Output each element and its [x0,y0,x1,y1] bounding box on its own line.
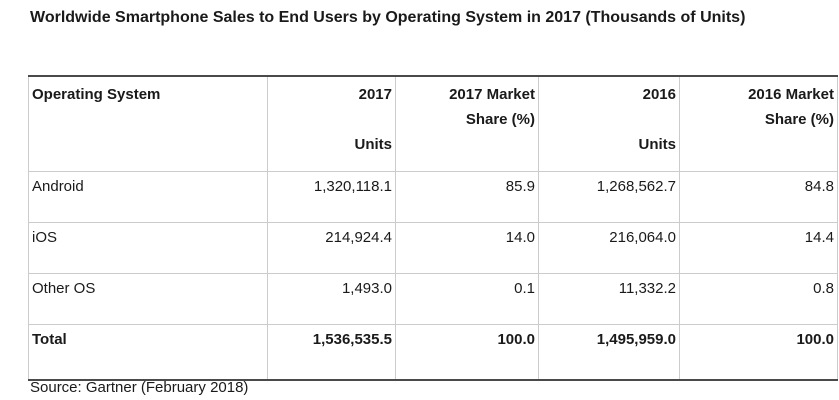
sales-table: Operating System 2017 Units 2017 Market … [28,75,838,381]
source-note: Source: Gartner (February 2018) [30,379,249,396]
share-2017-cell: 100.0 [395,324,539,381]
table-row-android: Android 1,320,118.1 85.9 1,268,562.7 84.… [28,171,838,223]
header-row: Operating System 2017 Units 2017 Market … [28,75,838,172]
col-header-label: Share (%) [465,111,535,128]
share-2017-cell: 85.9 [395,171,539,223]
col-header-2016-units: 2016 Units [538,75,680,172]
units-2017-cell: 1,493.0 [267,273,396,325]
units-2017-cell: 1,320,118.1 [267,171,396,223]
units-2016-cell: 1,495,959.0 [538,324,680,381]
col-header-label: 2016 [642,86,676,103]
table-row-ios: iOS 214,924.4 14.0 216,064.0 14.4 [28,222,838,274]
share-2016-cell: 84.8 [679,171,838,223]
os-name-cell: Total [28,324,268,381]
units-2016-cell: 1,268,562.7 [538,171,680,223]
col-header-label: Share (%) [764,111,834,128]
os-name-cell: Android [28,171,268,223]
units-2017-cell: 1,536,535.5 [267,324,396,381]
table-row-other-os: Other OS 1,493.0 0.1 11,332.2 0.8 [28,273,838,325]
col-header-label [542,107,676,132]
share-2016-cell: 100.0 [679,324,838,381]
os-name-cell: iOS [28,222,268,274]
share-2017-cell: 0.1 [395,273,539,325]
col-header-label [271,107,392,132]
col-header-2017-units: 2017 Units [267,75,396,172]
os-name-cell: Other OS [28,273,268,325]
col-header-2016-market-share: 2016 Market Share (%) [679,75,838,172]
share-2016-cell: 0.8 [679,273,838,325]
col-header-label [683,132,834,157]
col-header-label [399,132,535,157]
col-header-label: Operating System [32,86,161,103]
col-header-label: 2017 [358,86,392,103]
units-2016-cell: 216,064.0 [538,222,680,274]
col-header-operating-system: Operating System [28,75,268,172]
col-header-label: 2016 Market [748,86,834,103]
col-header-label: 2017 Market [449,86,535,103]
share-2017-cell: 14.0 [395,222,539,274]
table-row-total: Total 1,536,535.5 100.0 1,495,959.0 100.… [28,324,838,381]
share-2016-cell: 14.4 [679,222,838,274]
col-header-label: Units [638,136,677,153]
col-header-label: Units [354,136,393,153]
page-title: Worldwide Smartphone Sales to End Users … [30,9,746,26]
units-2016-cell: 11,332.2 [538,273,680,325]
col-header-2017-market-share: 2017 Market Share (%) [395,75,539,172]
units-2017-cell: 214,924.4 [267,222,396,274]
